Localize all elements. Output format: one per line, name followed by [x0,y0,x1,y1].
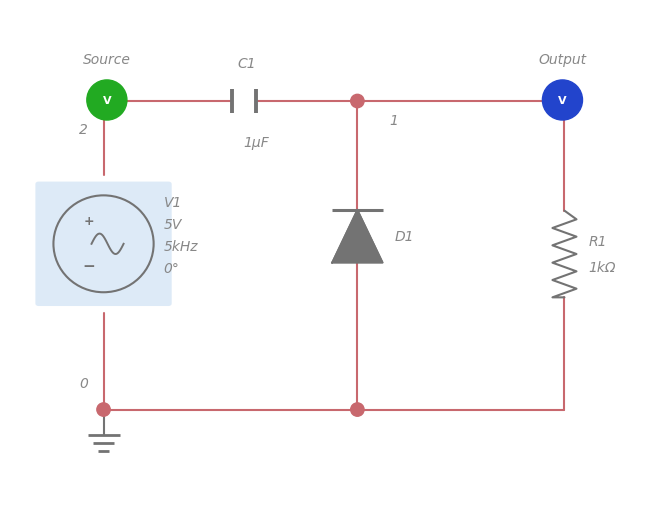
Text: V1: V1 [164,196,182,210]
Text: D1: D1 [395,230,414,244]
Text: Output: Output [538,53,587,67]
Ellipse shape [87,81,127,121]
Text: 1kΩ: 1kΩ [589,260,616,274]
Text: 5kHz: 5kHz [164,240,198,253]
FancyBboxPatch shape [35,182,172,306]
Text: 0: 0 [79,376,88,390]
Text: 5V: 5V [164,218,182,232]
Text: 2: 2 [79,123,88,137]
Ellipse shape [351,95,364,108]
Text: 1: 1 [389,114,399,128]
Text: 1μF: 1μF [243,136,269,150]
Polygon shape [332,210,383,263]
Text: +: + [84,215,94,228]
Ellipse shape [542,81,582,121]
Text: 0°: 0° [164,262,180,276]
Text: R1: R1 [589,235,607,249]
Ellipse shape [97,403,110,416]
Text: V: V [558,96,566,106]
Text: V: V [103,96,111,106]
Text: −: − [82,258,96,273]
Ellipse shape [351,403,364,416]
Text: C1: C1 [238,58,257,71]
Text: Source: Source [83,53,131,67]
